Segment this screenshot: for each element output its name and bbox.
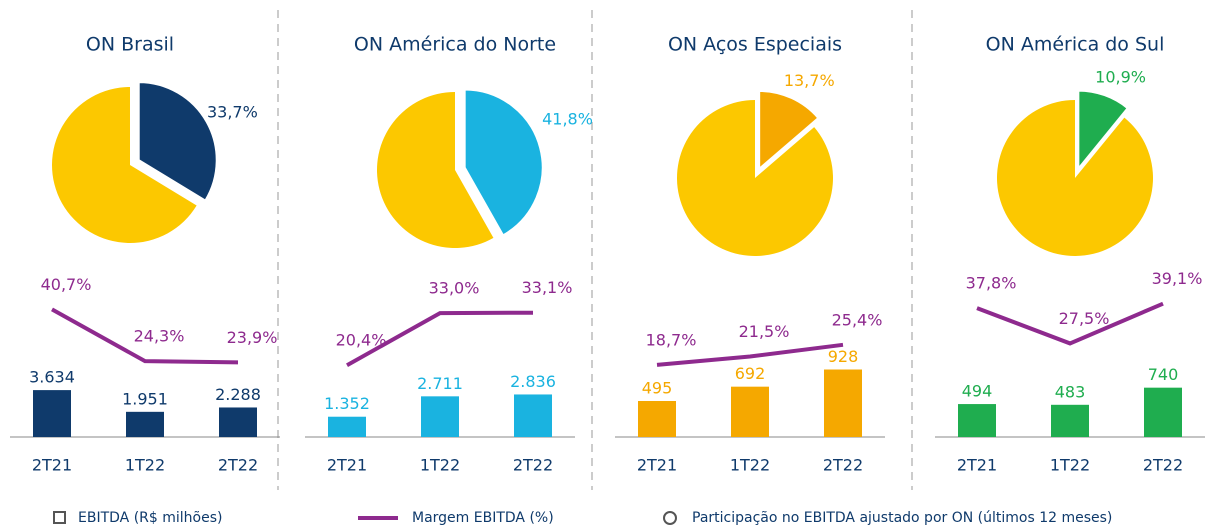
bar-label: 928 <box>828 347 859 366</box>
pie-slice <box>1077 89 1130 172</box>
bar-label: 692 <box>735 364 766 383</box>
bar <box>824 369 862 437</box>
legend-icon <box>663 511 677 525</box>
bar-label: 2.711 <box>417 374 463 393</box>
x-tick-label: 1T22 <box>1050 456 1090 475</box>
bar-label: 2.836 <box>510 372 556 391</box>
bar-label: 2.288 <box>215 385 261 404</box>
bar <box>421 396 459 437</box>
bar-label: 740 <box>1148 365 1179 384</box>
x-tick-label: 2T21 <box>637 456 677 475</box>
pie-rest <box>52 87 197 243</box>
margin-line <box>346 310 534 367</box>
legend-label: Margem EBITDA (%) <box>412 510 554 526</box>
x-tick-label: 2T22 <box>1143 456 1183 475</box>
pie-rest <box>377 92 494 248</box>
line-label: 18,7% <box>646 330 697 349</box>
bar <box>328 416 366 437</box>
pie-label: 33,7% <box>207 103 258 122</box>
bar <box>731 386 769 437</box>
line-label: 20,4% <box>336 331 387 350</box>
line-label: 25,4% <box>832 310 883 329</box>
bar-label: 3.634 <box>29 368 75 387</box>
line-label: 27,5% <box>1059 309 1110 328</box>
panel-title: ON América do Sul <box>986 34 1165 56</box>
x-tick-label: 1T22 <box>420 456 460 475</box>
x-tick-label: 2T21 <box>957 456 997 475</box>
line-label: 23,9% <box>227 328 278 347</box>
bar-label: 483 <box>1055 382 1086 401</box>
pie-rest <box>677 100 833 256</box>
bar <box>219 407 257 437</box>
bar <box>638 401 676 437</box>
x-tick-label: 2T21 <box>32 456 72 475</box>
x-tick-label: 1T22 <box>730 456 770 475</box>
bar <box>514 394 552 437</box>
line-label: 40,7% <box>41 275 92 294</box>
x-tick-label: 2T21 <box>327 456 367 475</box>
bar-label: 495 <box>642 379 673 398</box>
panel-title: ON América do Norte <box>354 34 556 56</box>
pie-slice <box>463 88 544 237</box>
pie-label: 41,8% <box>542 110 593 129</box>
bar-label: 1.951 <box>122 389 168 408</box>
line-label: 33,0% <box>429 279 480 298</box>
bar <box>958 404 996 437</box>
legend-label: EBITDA (R$ milhões) <box>78 510 222 526</box>
line-label: 24,3% <box>134 327 185 346</box>
bar <box>1144 387 1182 437</box>
margin-line <box>976 301 1164 346</box>
line-label: 21,5% <box>739 322 790 341</box>
legend-label: Participação no EBITDA ajustado por ON (… <box>692 510 1112 526</box>
line-label: 37,8% <box>966 274 1017 293</box>
x-tick-label: 1T22 <box>125 456 165 475</box>
pie-slice <box>137 81 218 203</box>
line-label: 33,1% <box>522 278 573 297</box>
bar-label: 494 <box>962 382 993 401</box>
bar <box>33 390 71 437</box>
pie-label: 10,9% <box>1095 68 1146 87</box>
panel-title: ON Brasil <box>86 34 174 56</box>
x-tick-label: 2T22 <box>823 456 863 475</box>
margin-line <box>656 342 844 367</box>
line-label: 39,1% <box>1152 269 1203 288</box>
pie-label: 13,7% <box>784 71 835 90</box>
margin-line <box>51 307 239 365</box>
legend-icon <box>53 511 66 524</box>
bar-label: 1.352 <box>324 394 370 413</box>
bar <box>1051 404 1089 437</box>
panel-title: ON Aços Especiais <box>668 34 842 56</box>
pie-rest <box>996 100 1153 256</box>
pie-slice <box>758 89 820 172</box>
x-tick-label: 2T22 <box>218 456 258 475</box>
x-tick-label: 2T22 <box>513 456 553 475</box>
bar <box>126 411 164 437</box>
